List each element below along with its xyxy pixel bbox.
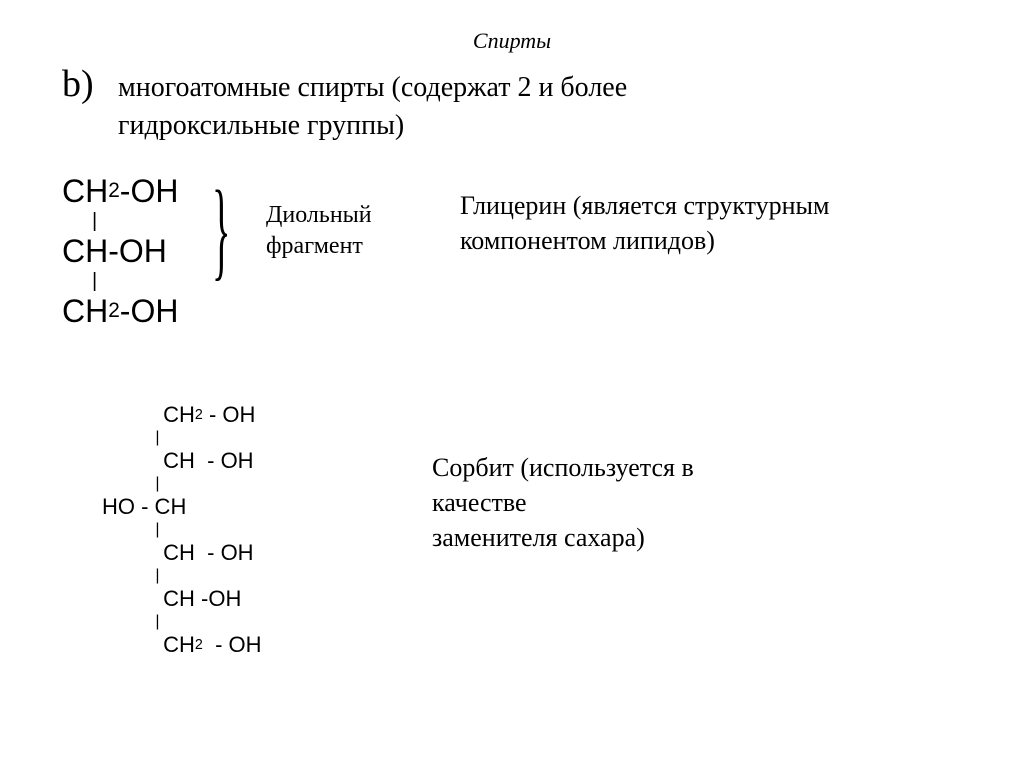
glycerin-r3-sub: 2 bbox=[108, 301, 120, 322]
s-r4-c: CH - OH bbox=[163, 542, 253, 564]
glycerin-row-2: CH-OH bbox=[62, 230, 178, 272]
sorbitol-row-2: CH - OH bbox=[102, 446, 262, 476]
glycerin-r2-c: CH-OH bbox=[62, 235, 167, 267]
sorbitol-desc-line-1: Сорбит (используется в bbox=[432, 450, 694, 485]
s-r4-indent bbox=[102, 542, 163, 564]
s-r6-c: CH bbox=[163, 634, 195, 656]
sorbitol-bond-2: | bbox=[102, 476, 262, 492]
s-r5-indent bbox=[102, 588, 163, 610]
sorbitol-desc-line-3: заменителя сахара) bbox=[432, 520, 694, 555]
glycerin-r3-tail: -OH bbox=[120, 295, 179, 327]
glycerin-row-1: CH2-OH bbox=[62, 170, 178, 212]
bullet-marker: b) bbox=[62, 62, 94, 106]
slide-header: Спирты bbox=[0, 28, 1024, 54]
sorbitol-bond-3: | bbox=[102, 522, 262, 538]
glycerin-formula: CH2-OH | CH-OH | CH2-OH bbox=[62, 170, 178, 332]
header-title: Спирты bbox=[473, 28, 551, 53]
s-r3-c: HO - CH bbox=[102, 496, 186, 518]
sorbitol-bond-5: | bbox=[102, 614, 262, 630]
sorbitol-bond-4: | bbox=[102, 568, 262, 584]
s-r2-indent bbox=[102, 450, 163, 472]
sorbitol-row-5: CH -OH bbox=[102, 584, 262, 614]
glycerin-bond-1: | bbox=[92, 212, 178, 230]
sorbitol-row-1: CH2 - OH bbox=[102, 400, 262, 430]
s-r1-c: CH bbox=[163, 404, 195, 426]
s-r1-sub: 2 bbox=[195, 408, 203, 422]
s-r6-tail: - OH bbox=[203, 634, 262, 656]
glycerin-r1-tail: -OH bbox=[120, 175, 179, 207]
s-r6-indent bbox=[102, 634, 163, 656]
glycerin-r3-c: CH bbox=[62, 295, 108, 327]
s-r5-c: CH -OH bbox=[163, 588, 241, 610]
diol-label-line-2: фрагмент bbox=[266, 231, 372, 262]
sorbitol-row-6: CH2 - OH bbox=[102, 630, 262, 660]
s-r6-sub: 2 bbox=[195, 638, 203, 652]
sorbitol-row-3: HO - CH bbox=[102, 492, 262, 522]
s-r1-indent bbox=[102, 404, 163, 426]
glycerin-r1-sub: 2 bbox=[108, 181, 120, 202]
sorbitol-desc-line-2: качестве bbox=[432, 485, 694, 520]
glycerin-r1-c: CH bbox=[62, 175, 108, 207]
s-r1-tail: - OH bbox=[203, 404, 256, 426]
sorbitol-bond-1: | bbox=[102, 430, 262, 446]
diol-label-line-1: Диольный bbox=[266, 200, 372, 231]
glycerin-row-3: CH2-OH bbox=[62, 290, 178, 332]
bullet-line-2: гидроксильные группы) bbox=[118, 110, 404, 142]
s-r2-c: CH - OH bbox=[163, 450, 253, 472]
glycerin-desc-line-2: компонентом липидов) bbox=[460, 223, 829, 258]
glycerin-bond-2: | bbox=[92, 272, 178, 290]
sorbitol-row-4: CH - OH bbox=[102, 538, 262, 568]
glycerin-description: Глицерин (является структурным компонент… bbox=[460, 188, 829, 258]
sorbitol-formula: CH2 - OH | CH - OH | HO - CH | CH - OH |… bbox=[102, 400, 262, 660]
diol-fragment-label: Диольный фрагмент bbox=[266, 200, 372, 262]
glycerin-desc-line-1: Глицерин (является структурным bbox=[460, 188, 829, 223]
diol-brace-icon: } bbox=[212, 174, 230, 284]
sorbitol-description: Сорбит (используется в качестве замените… bbox=[432, 450, 694, 555]
bullet-line-1: многоатомные спирты (содержат 2 и более bbox=[118, 72, 627, 104]
